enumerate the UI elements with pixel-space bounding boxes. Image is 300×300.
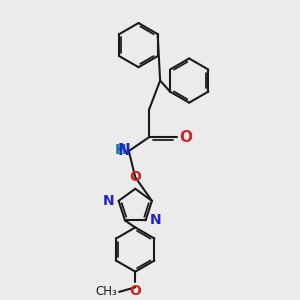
Text: O: O bbox=[129, 284, 141, 298]
Text: H: H bbox=[114, 143, 126, 157]
Text: N: N bbox=[150, 213, 162, 227]
Text: N: N bbox=[102, 194, 114, 208]
Text: O: O bbox=[179, 130, 193, 145]
Text: O: O bbox=[129, 170, 141, 184]
Text: N: N bbox=[118, 142, 130, 158]
Text: CH₃: CH₃ bbox=[95, 285, 117, 298]
